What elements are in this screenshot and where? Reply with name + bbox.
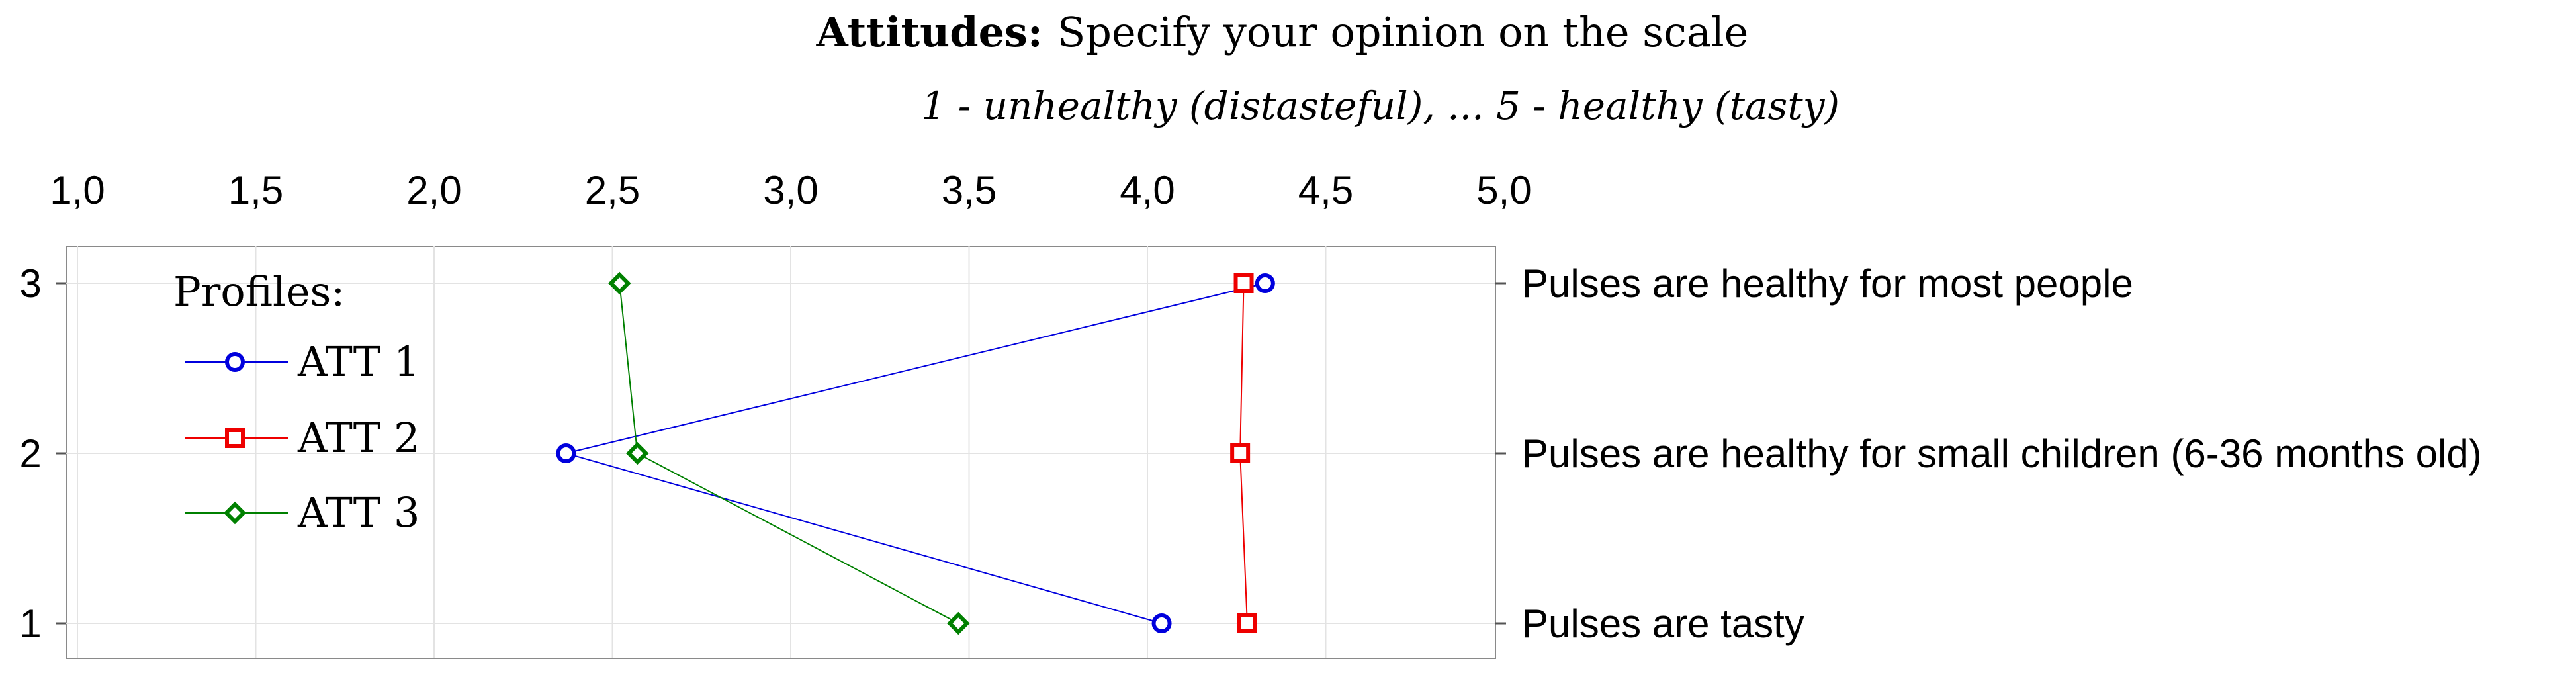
legend-swatch-marker	[225, 428, 245, 448]
chart-title-bold: Attitudes:	[816, 8, 1043, 56]
legend-label: ATT 1	[297, 338, 420, 386]
x-tick-label: 2,5	[585, 168, 640, 212]
x-tick-label: 2,0	[406, 168, 461, 212]
series-att-3	[608, 271, 970, 635]
legend-item: ATT 2	[185, 414, 420, 462]
series-att-2	[1230, 273, 1257, 633]
data-point	[625, 441, 649, 465]
y-tick-label: 3	[19, 261, 41, 306]
row-label: Pulses are tasty	[1522, 602, 1804, 646]
series-group	[556, 271, 1275, 635]
data-point	[1230, 443, 1251, 463]
data-point	[1255, 273, 1275, 293]
legend-item: ATT 3	[185, 488, 420, 537]
data-point	[556, 443, 576, 463]
y-axis-ticks: 3 2 1	[19, 261, 1506, 646]
x-tick-label: 4,0	[1120, 168, 1175, 212]
row-label: Pulses are healthy for small children (6…	[1522, 431, 2482, 476]
legend-label: ATT 3	[297, 488, 420, 537]
y-tick-label: 1	[19, 602, 41, 646]
x-tick-label: 4,5	[1298, 168, 1353, 212]
plot-area	[66, 246, 1496, 659]
data-point	[608, 271, 631, 295]
data-point	[1237, 613, 1257, 633]
legend-title: Profiles:	[173, 267, 345, 316]
row-labels: Pulses are healthy for most people Pulses…	[1522, 261, 2482, 646]
chart-subtitle: 1 - unhealthy (distasteful), ... 5 - hea…	[921, 83, 1840, 128]
data-point	[947, 611, 970, 635]
x-tick-label: 1,0	[50, 168, 105, 212]
x-tick-label: 5,0	[1476, 168, 1531, 212]
chart-title-rest: Specify your opinion on the scale	[1057, 8, 1749, 56]
legend-item: ATT 1	[185, 338, 420, 386]
data-point	[1233, 273, 1254, 293]
x-tick-label: 3,0	[763, 168, 818, 212]
x-axis-ticks: 1,0 1,5 2,0 2,5 3,0 3,5 4,0 4,5 5,0	[50, 168, 1531, 212]
row-label: Pulses are healthy for most people	[1522, 261, 2133, 306]
legend-swatch-marker	[223, 501, 247, 525]
legend-label: ATT 2	[297, 414, 420, 462]
legend: Profiles: ATT 1 ATT 2 ATT 3	[173, 267, 420, 537]
chart-title: Attitudes: Specify your opinion on the s…	[816, 8, 1749, 56]
series-att-1	[556, 273, 1275, 633]
x-tick-label: 1,5	[228, 168, 283, 212]
y-tick-label: 2	[19, 431, 41, 476]
x-tick-label: 3,5	[942, 168, 997, 212]
data-point	[1151, 613, 1172, 633]
legend-swatch-marker	[225, 352, 245, 372]
